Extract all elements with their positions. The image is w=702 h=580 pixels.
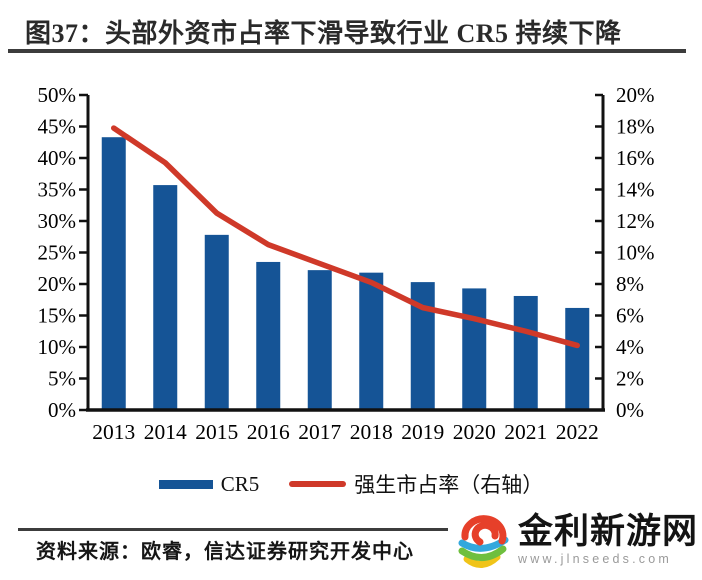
bar-2017 [307,270,332,410]
left-tick-label: 15% [38,304,77,328]
x-tick-label: 2019 [401,420,444,444]
x-tick-label: 2014 [144,420,187,444]
left-tick-label: 40% [38,146,77,170]
right-tick-label: 20% [616,83,655,107]
left-tick-label: 5% [48,367,76,391]
line-group [111,125,580,349]
logo-name: 金利新游网 [518,511,699,551]
right-tick-label: 12% [616,209,655,233]
right-tick-label: 2% [616,367,644,391]
bar-2016 [256,261,281,410]
legend-line-swatch [289,481,347,487]
legend-label-cr5: CR5 [220,471,260,496]
logo-text-block: 金利新游网 www.jlnseeds.com [518,511,699,567]
site-logo: 金利新游网 www.jlnseeds.com [448,500,702,580]
figure-title: 图37：头部外资市占率下滑导致行业 CR5 持续下降 [25,19,622,48]
x-tick-label: 2015 [195,420,238,444]
x-tick-label: 2013 [92,420,135,444]
left-tick-label: 50% [38,83,77,107]
left-tick-label: 30% [38,209,77,233]
logo-url: www.jlnseeds.com [518,552,673,567]
e-swirl-icon [458,515,509,568]
x-tick-label: 2022 [556,420,599,444]
legend-label-line: 强生市占率（右轴） [354,473,544,497]
x-tick-label: 2016 [247,420,290,444]
right-tick-label: 8% [616,272,644,296]
right-tick-label: 16% [616,146,655,170]
left-tick-label: 45% [38,115,77,139]
line-series [111,125,580,349]
left-tick-label: 20% [38,272,77,296]
x-tick-label: 2017 [298,420,341,444]
left-tick-label: 10% [38,335,77,359]
bar-2018 [359,272,384,410]
bar-2022 [565,307,590,410]
left-tick-label: 25% [38,241,77,265]
legend-item-line: 强生市占率（右轴） [289,469,543,499]
x-tick-label: 2021 [504,420,547,444]
bar-2020 [462,288,487,410]
axes-group [79,93,605,412]
chart-legend: CR5 强生市占率（右轴） [0,469,702,499]
right-tick-label: 4% [616,335,644,359]
footer-divider [18,528,686,531]
right-tick-label: 10% [616,241,655,265]
x-tick-label: 2020 [453,420,496,444]
left-tick-label: 35% [38,178,77,202]
bar-2021 [513,295,538,410]
legend-bar-swatch [158,479,213,489]
right-tick-label: 6% [616,304,644,328]
bar-2013 [101,137,126,410]
legend-item-cr5: CR5 [158,471,260,497]
x-tick-label: 2018 [350,420,393,444]
bar-2015 [204,234,229,410]
axis-labels-group: 0% 5% 10% 15% 20% 25% 30% 35% 40% 45% 50% 0% 2% 4% 6% 8… [38,83,655,444]
bars-group [101,137,590,410]
right-tick-label: 18% [616,115,655,139]
source-text: 资料来源：欧睿，信达证券研究开发中心 [36,541,414,563]
bar-2014 [153,185,178,410]
left-tick-label: 0% [48,398,76,422]
title-underline [8,49,686,53]
right-tick-label: 0% [616,398,644,422]
chart-svg: 0% 5% 10% 15% 20% 25% 30% 35% 40% 45% 50% 0% 2% 4% 6% 8… [38,83,655,444]
right-tick-label: 14% [616,178,655,202]
